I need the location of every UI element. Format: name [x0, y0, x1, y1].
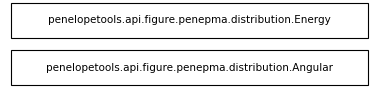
Text: penelopetools.api.figure.penepma.distribution.Energy: penelopetools.api.figure.penepma.distrib… [48, 15, 331, 25]
FancyBboxPatch shape [11, 50, 368, 85]
FancyBboxPatch shape [11, 3, 368, 38]
Text: penelopetools.api.figure.penepma.distribution.Angular: penelopetools.api.figure.penepma.distrib… [46, 63, 333, 73]
